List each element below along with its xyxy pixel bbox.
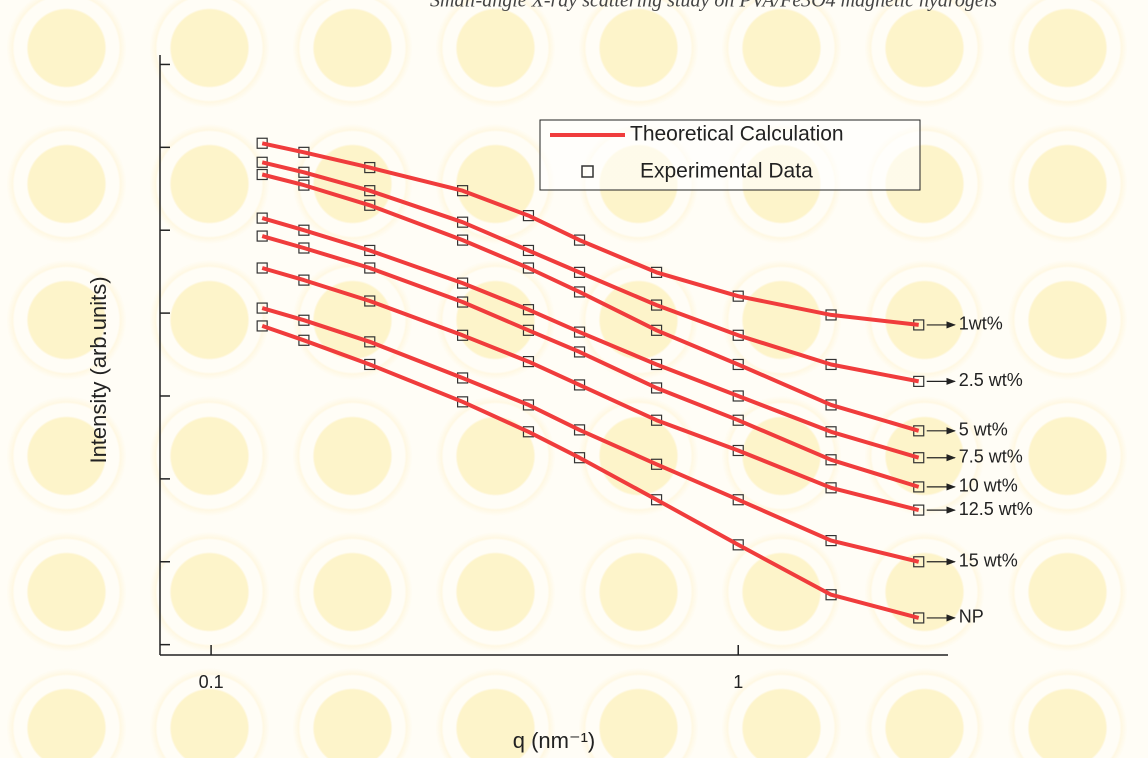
series-label: 7.5 wt% bbox=[959, 446, 1023, 466]
data-point bbox=[732, 539, 744, 551]
header: Small-angle X-ray scattering study on PV… bbox=[430, 0, 997, 12]
series-label: 12.5 wt% bbox=[959, 499, 1033, 519]
legend-box bbox=[539, 119, 921, 191]
data-point bbox=[573, 424, 586, 436]
fit-line bbox=[261, 266, 920, 513]
fit-line bbox=[261, 160, 920, 384]
data-point bbox=[650, 494, 663, 506]
fit-line bbox=[261, 216, 920, 460]
series-label: NP bbox=[959, 607, 984, 627]
data-point bbox=[573, 452, 586, 464]
data-point bbox=[573, 379, 586, 391]
data-point bbox=[573, 286, 586, 298]
x-tick-label: 1 bbox=[733, 672, 743, 692]
series-label: 1wt% bbox=[959, 314, 1003, 334]
fit-line bbox=[261, 324, 920, 620]
series-label: 5 wt% bbox=[959, 420, 1008, 440]
series-label: 15 wt% bbox=[959, 551, 1018, 571]
fit-line bbox=[261, 234, 920, 489]
fit-line bbox=[261, 306, 920, 564]
x-axis-label: q (nm⁻¹) bbox=[513, 728, 596, 753]
fit-line bbox=[261, 172, 920, 433]
y-axis-label: Intensity (arb.units) bbox=[86, 276, 111, 463]
legend-square bbox=[581, 165, 594, 178]
series-label: 2.5 wt% bbox=[959, 370, 1023, 390]
legend-label: Theoretical Calculation bbox=[630, 123, 844, 146]
data-point bbox=[522, 426, 535, 438]
legend-label: Experimental Data bbox=[640, 160, 813, 183]
fit-line bbox=[261, 141, 919, 327]
series-label: 10 wt% bbox=[959, 476, 1018, 496]
x-tick-label: 0.1 bbox=[199, 672, 224, 692]
